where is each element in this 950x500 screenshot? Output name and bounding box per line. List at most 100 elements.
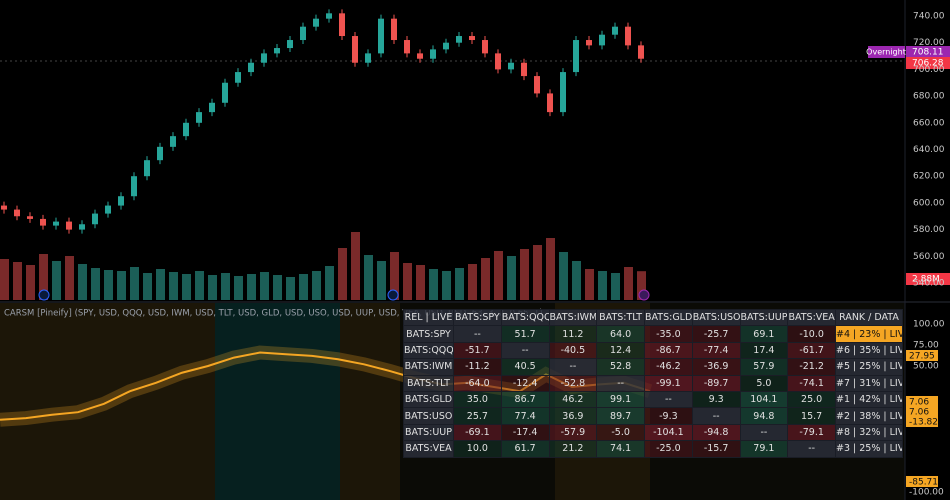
- candle: [417, 53, 423, 59]
- table-row: BATS:TLT -64.0 -12.4 -52.8 -- -99.1 -89.7 5.0 -7…: [403, 374, 903, 392]
- candle: [79, 224, 85, 230]
- volume-bar: [182, 274, 191, 300]
- candle: [118, 196, 124, 206]
- volume-bar: [247, 274, 256, 300]
- value-box: [906, 476, 938, 487]
- price-tick-label: 540.00: [913, 279, 945, 289]
- header-cell: BATS:QQQ: [500, 308, 550, 327]
- table-cell: -17.4: [500, 423, 550, 442]
- volume-bar: [611, 273, 620, 300]
- table-row: BATS:SPY -- 51.7 11.2 64.0 -35.0 -25.7 69.1 -10.…: [403, 325, 903, 343]
- table-cell: BATS:UUP: [403, 423, 454, 442]
- volume-bar: [13, 262, 22, 300]
- volume-bar: [468, 264, 477, 300]
- table-cell: 86.7: [500, 390, 550, 409]
- header-cell: BATS:VEA: [787, 308, 836, 327]
- table-cell: #4 | 23% | LIVE: [835, 325, 903, 343]
- volume-bar: [507, 256, 516, 300]
- candle: [521, 62, 527, 77]
- volume-bar: [416, 265, 425, 300]
- volume-bar: [351, 232, 360, 300]
- table-row: BATS:GLD 35.0 86.7 46.2 99.1 -- 9.3 104.1 25.0 #1…: [403, 390, 903, 409]
- volume-bar: [338, 248, 347, 300]
- candle: [92, 213, 98, 225]
- volume-bar: [286, 277, 295, 300]
- table-cell: 40.5: [500, 358, 550, 376]
- dividend-icon: [387, 289, 399, 301]
- table-cell: -35.0: [644, 325, 693, 343]
- table-cell: 11.2: [548, 325, 598, 343]
- volume-bar: [429, 269, 438, 300]
- volume-bar: [0, 259, 9, 300]
- candle: [196, 112, 202, 123]
- candle: [573, 40, 579, 73]
- header-cell: BATS:USO: [691, 308, 741, 327]
- table-cell: #8 | 32% | LIVE: [835, 423, 903, 442]
- candle: [157, 146, 163, 161]
- value-box: [906, 406, 938, 417]
- earnings-icon: [638, 289, 650, 301]
- volume-bar: [533, 245, 542, 300]
- candle: [183, 122, 189, 137]
- header-cell: RANK / DATA: [835, 308, 903, 327]
- volume-bar: [208, 275, 217, 300]
- candle: [14, 209, 20, 217]
- table-cell: 10.0: [453, 440, 502, 458]
- volume-bar: [26, 265, 35, 300]
- table-cell: 57.9: [739, 358, 789, 376]
- table-cell: 99.1: [596, 390, 645, 409]
- volume-bar: [390, 252, 399, 300]
- table-cell: -11.2: [453, 358, 502, 376]
- shade-orange: [340, 303, 400, 500]
- price-box: [906, 57, 950, 69]
- table-cell: 17.4: [739, 341, 789, 360]
- table-cell: 74.1: [596, 440, 645, 458]
- volume-bar: [559, 252, 568, 300]
- table-cell: -12.4: [500, 374, 550, 392]
- volume-bar: [520, 249, 529, 300]
- volume-bar: [273, 275, 282, 300]
- header-cell: REL | LIVE: [403, 308, 454, 327]
- price-tick-label: 600.00: [913, 198, 945, 208]
- header-cell: BATS:SPY: [453, 308, 502, 327]
- indicator-tick-label: 75.00: [913, 341, 939, 351]
- candle: [482, 40, 488, 54]
- price-tick-label: 740.00: [913, 12, 945, 22]
- candle: [443, 42, 449, 50]
- table-cell: 51.7: [500, 325, 550, 343]
- rel-table: REL | LIVE BATS:SPY BATS:QQQ BATS:IWM BATS:T…: [403, 308, 903, 458]
- table-cell: -74.1: [787, 374, 836, 392]
- volume-bar: [104, 270, 113, 300]
- volume-bar: [546, 238, 555, 300]
- volume-bar: [403, 263, 412, 300]
- table-cell: BATS:IWM: [403, 358, 454, 376]
- table-row: BATS:USO 25.7 77.4 36.9 89.7 -9.3 -- 94.8 15.7 #2…: [403, 407, 903, 425]
- indicator-title: CARSM [Pineify] (SPY, USD, QQQ, USD, IWM…: [4, 309, 543, 319]
- table-cell: BATS:TLT: [403, 374, 454, 392]
- candle: [547, 93, 553, 113]
- table-cell: -89.7: [691, 374, 741, 392]
- table-cell: -57.9: [548, 423, 598, 442]
- table-cell: 25.7: [453, 407, 502, 425]
- value-box: [906, 350, 938, 361]
- header-cell: BATS:TLT: [596, 308, 645, 327]
- table-cell: -64.0: [453, 374, 502, 392]
- candle: [235, 72, 241, 83]
- candle: [430, 49, 436, 59]
- session-box: [868, 46, 905, 58]
- table-row: BATS:QQQ -51.7 -- -40.5 12.4 -86.7 -77.4 17.4 -6…: [403, 341, 903, 360]
- table-cell: 61.7: [500, 440, 550, 458]
- volume-bar: [455, 268, 464, 300]
- indicator-value-label: 7.06: [909, 398, 929, 408]
- candle: [313, 18, 319, 27]
- volume-bar: [637, 271, 646, 300]
- volume-bar: [65, 256, 74, 300]
- table-cell: -15.7: [691, 440, 741, 458]
- header-cell: BATS:UUP: [739, 308, 789, 327]
- table-cell: #5 | 25% | LIVE: [835, 358, 903, 376]
- table-cell: -10.0: [787, 325, 836, 343]
- candle: [248, 62, 254, 73]
- table-cell: #1 | 42% | LIVE: [835, 390, 903, 409]
- candle: [261, 53, 267, 63]
- candle: [27, 216, 33, 219]
